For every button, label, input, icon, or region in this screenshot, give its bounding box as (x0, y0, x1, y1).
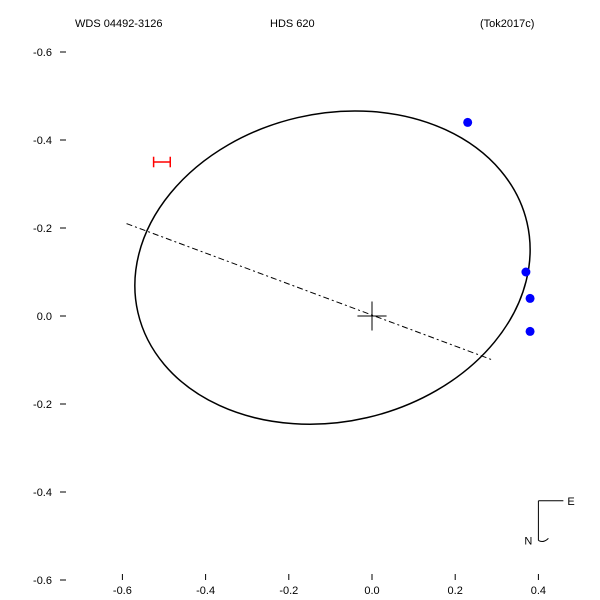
svg-text:-0.2: -0.2 (279, 585, 298, 597)
header-center: HDS 620 (270, 18, 315, 30)
svg-text:-0.2: -0.2 (33, 223, 52, 235)
svg-text:0.4: 0.4 (531, 585, 546, 597)
svg-text:-0.4: -0.4 (33, 487, 52, 499)
orbit-plot: -0.6 -0.4 -0.2 0.0 -0.2 -0.4 -0.6 -0.6 -0.4 -0.2 0… (0, 0, 600, 600)
svg-text:-0.6: -0.6 (33, 47, 52, 59)
svg-text:-0.4: -0.4 (33, 135, 52, 147)
svg-text:E: E (567, 496, 574, 508)
svg-text:-0.6: -0.6 (33, 575, 52, 587)
svg-text:0.0: 0.0 (364, 585, 379, 597)
header-left: WDS 04492-3126 (75, 18, 162, 30)
svg-text:-0.4: -0.4 (196, 585, 215, 597)
svg-text:0.0: 0.0 (37, 311, 52, 323)
svg-text:N: N (524, 535, 532, 547)
svg-text:-0.2: -0.2 (33, 399, 52, 411)
svg-text:0.2: 0.2 (448, 585, 463, 597)
svg-text:-0.6: -0.6 (113, 585, 132, 597)
header-right: (Tok2017c) (480, 18, 534, 30)
